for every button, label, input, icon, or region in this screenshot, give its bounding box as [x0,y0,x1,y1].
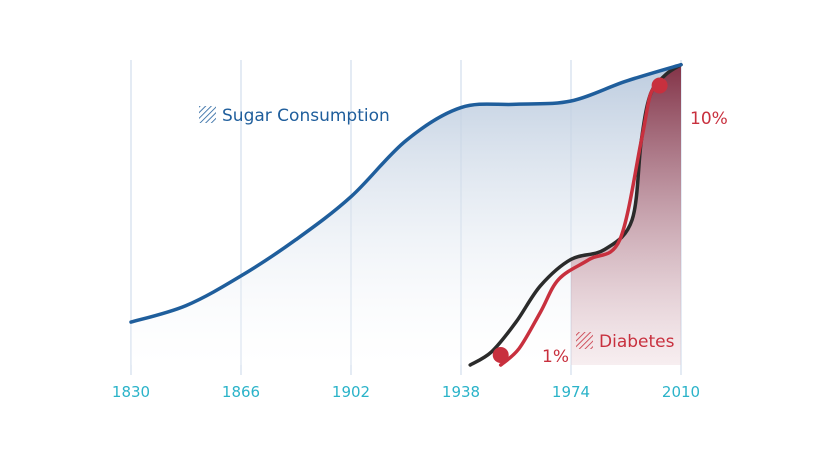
diabetes-area [571,64,681,365]
x-tick-label-1830: 1830 [112,383,150,401]
x-axis-ticks: 1830 1866 1902 1938 1974 2010 [112,383,700,401]
diabetes-label: Diabetes [599,332,675,352]
legend-diabetes: Diabetes [576,332,675,352]
x-tick-label-1938: 1938 [442,383,480,401]
sugar-consumption-line [129,62,683,324]
diabetes-start-dot [492,347,509,363]
sugar-consumption-label: Sugar Consumption [222,106,390,126]
diabetes-legend-hatch-icon [576,332,593,349]
diabetes-start-value-label: 1% [542,347,569,367]
sugar-consumption-area [131,64,681,365]
sugar-legend-hatch-icon [199,106,216,123]
x-tick-label-2010: 2010 [662,383,700,401]
x-tick-label-1974: 1974 [552,383,590,401]
legend-sugar: Sugar Consumption [199,106,390,126]
diabetes-end-dot [651,77,668,94]
x-tick-label-1902: 1902 [332,383,370,401]
diabetes-end-value-label: 10% [690,109,728,129]
x-tick-label-1866: 1866 [222,383,260,401]
diabetes-line [498,82,662,367]
